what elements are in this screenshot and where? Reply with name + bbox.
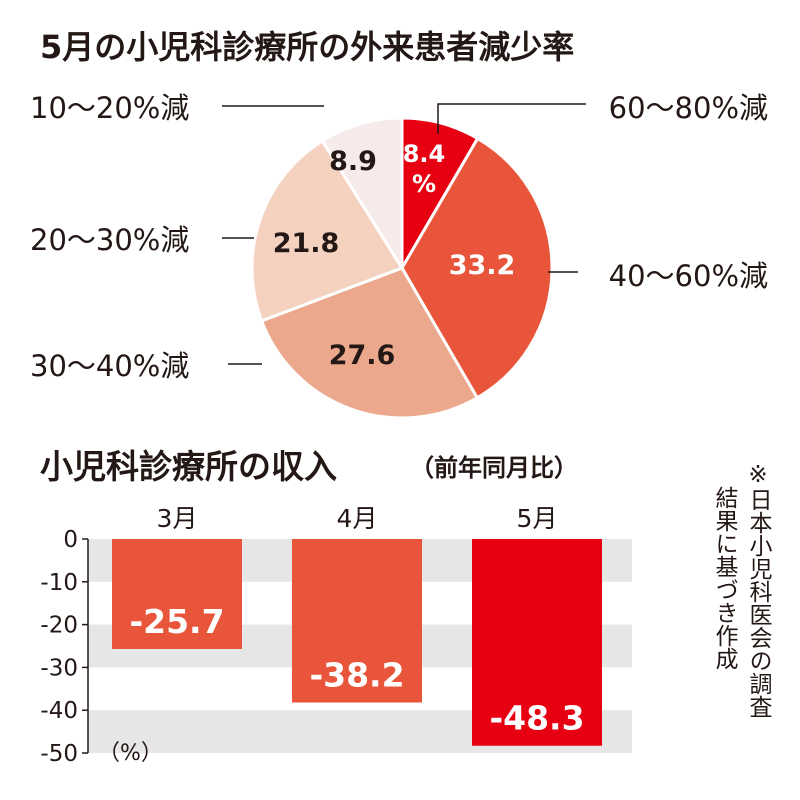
pie-slice-label: 10～20%減 <box>30 91 189 125</box>
pie-slice-label: 30～40%減 <box>30 349 189 383</box>
pie-value-label: 8.4% <box>403 140 446 198</box>
y-tick-label: 0 <box>63 527 78 553</box>
source-note-line-2: 結果に基づき作成 <box>711 486 739 670</box>
y-tick-label: -30 <box>40 655 78 681</box>
bar-category-label: 4月 <box>337 504 378 533</box>
y-tick-label: -10 <box>40 570 78 596</box>
pie-value-label: 33.2 <box>449 250 516 281</box>
pie-slice-label: 60～80%減 <box>609 91 768 125</box>
y-tick-label: -50 <box>40 741 78 767</box>
pie-slice-label: 20～30%減 <box>30 223 189 257</box>
pie-slice-label: 40～60%減 <box>609 259 768 293</box>
bar-chart: 0 -10 -20 -30 -40 -50 3月 -25.7 4月 -38.2 5月 -48.3 <box>40 504 632 767</box>
pie-chart-title: 5月の小児科診療所の外来患者減少率 <box>40 28 574 66</box>
pie-slice <box>320 116 404 274</box>
y-tick-label: -20 <box>40 613 78 639</box>
pie-value-label: 8.9 <box>329 146 377 177</box>
bar <box>292 539 422 703</box>
bar-category-label: 3月 <box>157 504 198 533</box>
pie-slice <box>259 266 480 420</box>
pie-slice <box>250 138 405 323</box>
bar-value-label: -38.2 <box>309 655 404 694</box>
pie-value-label: 27.6 <box>329 340 396 371</box>
y-tick-label: -40 <box>40 698 78 724</box>
bar-value-label: -48.3 <box>489 699 584 738</box>
pie-value-label: 21.8 <box>273 228 340 259</box>
bar-chart-title: 小児科診療所の収入 <box>40 447 337 486</box>
bar <box>112 539 242 649</box>
bar-category-label: 5月 <box>517 504 558 533</box>
source-note-line-1: ※日本小児科医会の調査 <box>745 462 773 718</box>
pie-leader-line <box>437 103 586 134</box>
pie-chart: 60～80%減 40～60%減 30～40%減 20～30%減 10～20%減 8.4 % 3… <box>30 91 768 420</box>
pie-slice <box>400 136 554 400</box>
bar-value-label: -25.7 <box>129 602 224 641</box>
bar-unit-label: （%） <box>98 741 163 766</box>
bar-chart-subtitle: （前年同月比） <box>410 454 578 482</box>
bar <box>472 539 602 746</box>
